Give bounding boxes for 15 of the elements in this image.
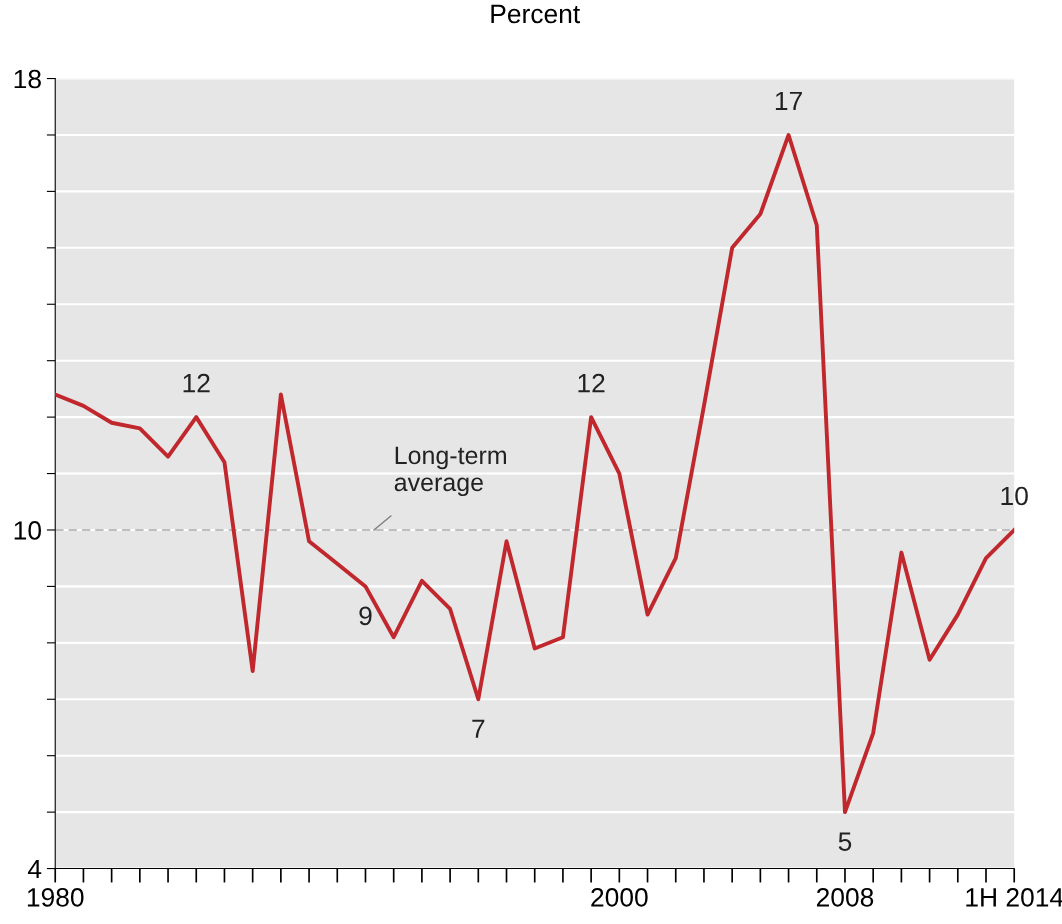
x-tick-label: 1980	[27, 888, 84, 907]
data-label: 5	[838, 832, 852, 851]
data-label: 9	[359, 606, 372, 626]
data-label: 17	[775, 91, 802, 111]
y-tick-label: 18	[14, 69, 41, 89]
data-label: 12	[578, 373, 605, 393]
ref-line-label: Long-term average	[394, 446, 506, 497]
x-tick-label: 2008	[816, 888, 874, 907]
y-tick-label: 4	[27, 859, 42, 879]
data-label: 12	[183, 373, 210, 393]
data-label: 10	[1001, 486, 1028, 506]
chart-title: Percent	[491, 4, 580, 24]
data-label: 7	[472, 719, 485, 738]
y-tick-label: 10	[14, 521, 41, 540]
x-tick-label: 2000	[591, 888, 648, 907]
